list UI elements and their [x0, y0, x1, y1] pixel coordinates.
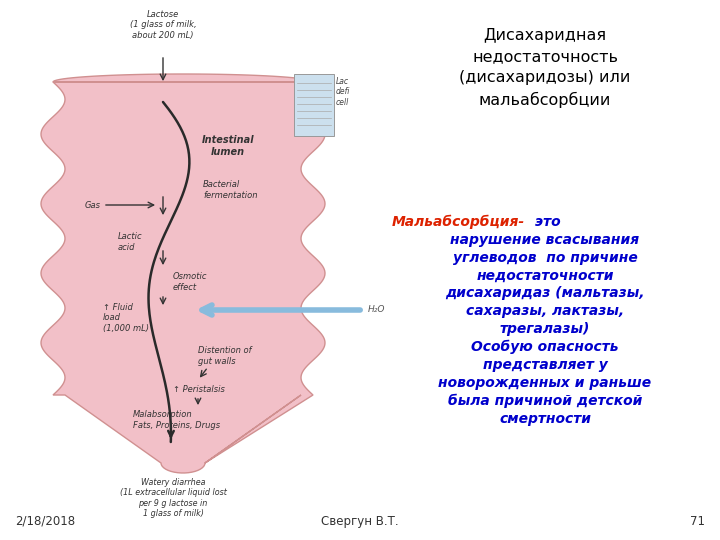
Text: Bacterial
fermentation: Bacterial fermentation — [203, 180, 258, 200]
Text: Мальабсорбция-: Мальабсорбция- — [392, 215, 525, 230]
Text: ↑ Peristalsis: ↑ Peristalsis — [173, 386, 225, 395]
Text: Intestinal
lumen: Intestinal lumen — [202, 135, 254, 157]
Text: Свергун В.Т.: Свергун В.Т. — [321, 515, 399, 528]
Text: 2/18/2018: 2/18/2018 — [15, 515, 75, 528]
FancyBboxPatch shape — [294, 74, 334, 136]
Text: Lactose
(1 glass of milk,
about 200 mL): Lactose (1 glass of milk, about 200 mL) — [130, 10, 197, 40]
Text: 71: 71 — [690, 515, 705, 528]
Text: Malabsorption
Fats, Proteins, Drugs: Malabsorption Fats, Proteins, Drugs — [133, 410, 220, 430]
Text: Lac
defi
cell: Lac defi cell — [336, 77, 351, 107]
Text: это
нарушение всасывания
углеводов  по причине
недостаточности
дисахаридаз (маль: это нарушение всасывания углеводов по пр… — [438, 215, 652, 426]
Text: Lactic
acid: Lactic acid — [118, 232, 143, 252]
Text: Distention of
gut walls: Distention of gut walls — [198, 346, 251, 366]
Polygon shape — [41, 74, 325, 473]
Text: Дисахаридная
недостаточность
(дисахаридозы) или
мальабсорбции: Дисахаридная недостаточность (дисахаридо… — [459, 28, 631, 108]
Text: ↑ Fluid
load
(1,000 mL): ↑ Fluid load (1,000 mL) — [103, 303, 149, 333]
Text: Gas: Gas — [85, 200, 101, 210]
Text: Osmotic
effect: Osmotic effect — [173, 272, 207, 292]
Text: H₂O: H₂O — [368, 306, 385, 314]
Text: Watery diarrhea
(1L extracellular liquid lost
per 9 g lactose in
1 glass of milk: Watery diarrhea (1L extracellular liquid… — [120, 478, 226, 518]
